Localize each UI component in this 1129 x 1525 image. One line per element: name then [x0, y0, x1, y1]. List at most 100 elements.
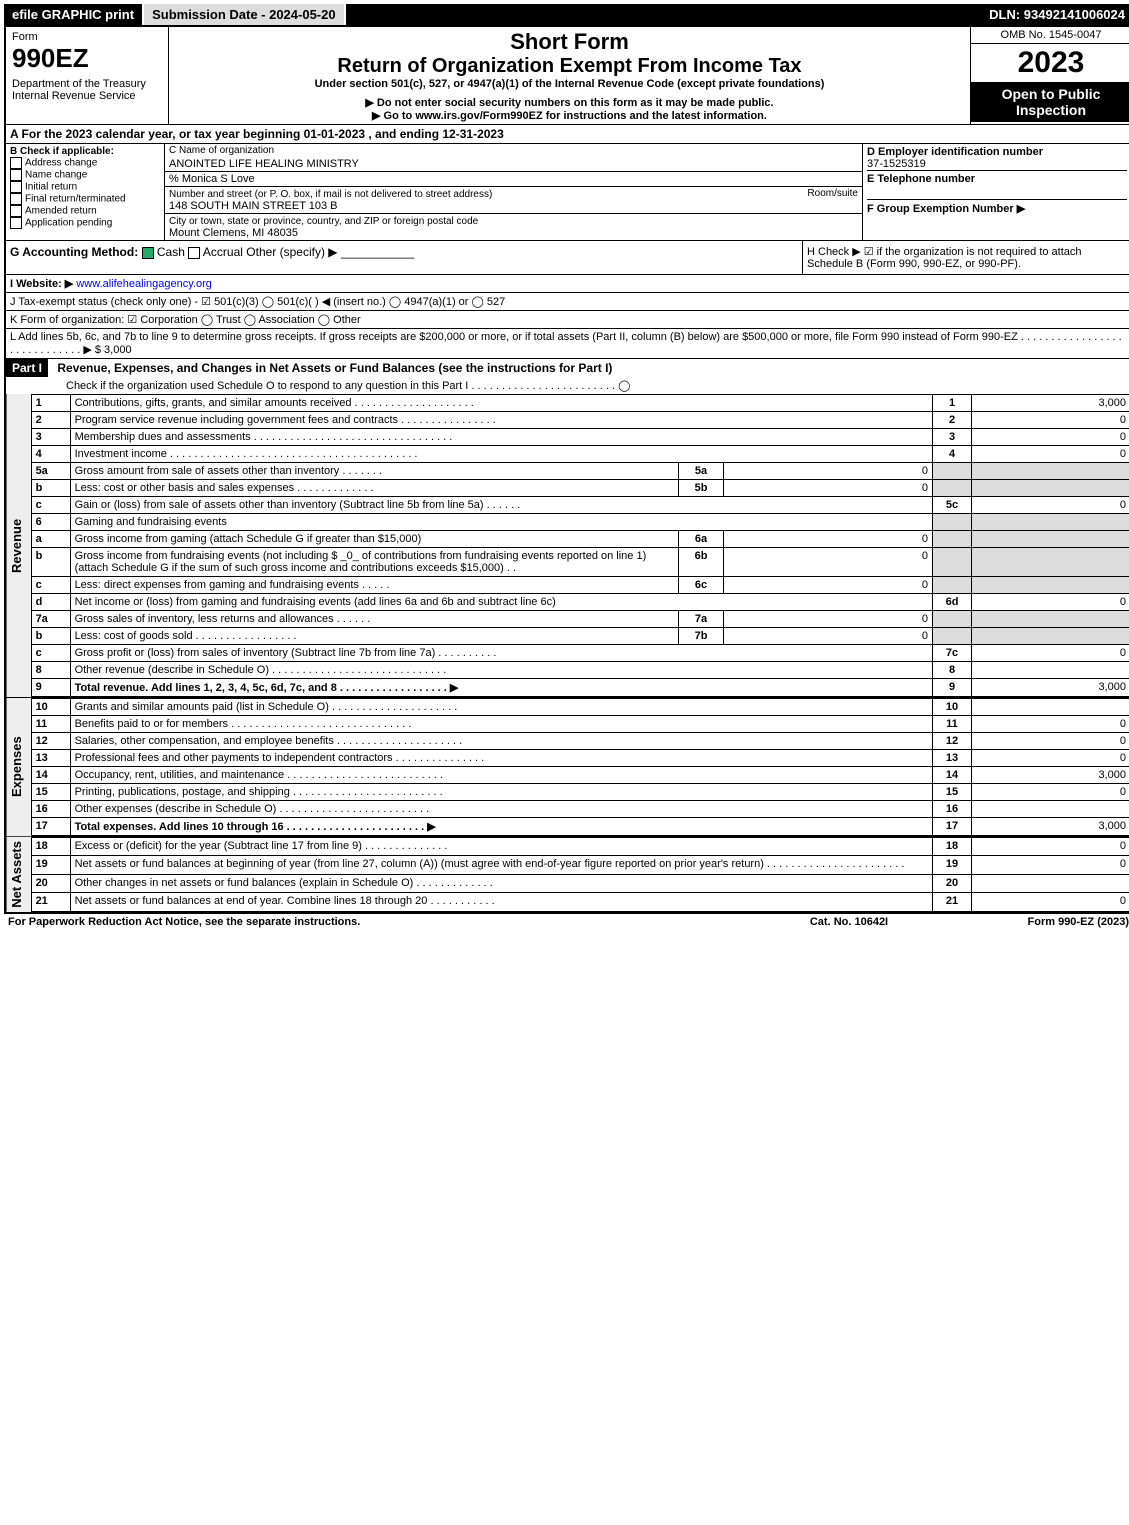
table-row: bGross income from fundraising events (n… — [31, 548, 1129, 577]
table-row: 13Professional fees and other payments t… — [31, 750, 1129, 767]
street-label: Number and street (or P. O. box, if mail… — [169, 189, 492, 200]
line-j-tax-exempt: J Tax-exempt status (check only one) - ☑… — [6, 292, 1129, 310]
chk-address-change[interactable] — [10, 157, 22, 169]
line-l-amount: $ 3,000 — [95, 344, 132, 356]
page-footer: For Paperwork Reduction Act Notice, see … — [4, 914, 1129, 930]
table-row: 9Total revenue. Add lines 1, 2, 3, 4, 5c… — [31, 679, 1129, 697]
revenue-block: Revenue 1Contributions, gifts, grants, a… — [6, 394, 1129, 697]
table-row: 12Salaries, other compensation, and empl… — [31, 733, 1129, 750]
column-c-org-info: C Name of organization ANOINTED LIFE HEA… — [165, 144, 863, 240]
org-info-row: B Check if applicable: Address change Na… — [6, 143, 1129, 240]
table-row: cLess: direct expenses from gaming and f… — [31, 577, 1129, 594]
city-label: City or town, state or province, country… — [169, 216, 478, 227]
expenses-table: 10Grants and similar amounts paid (list … — [31, 698, 1129, 836]
table-row: 20Other changes in net assets or fund ba… — [31, 874, 1129, 892]
irs-label: Internal Revenue Service — [12, 90, 162, 102]
sidebar-expenses: Expenses — [6, 698, 31, 836]
room-label: Room/suite — [807, 188, 858, 199]
footer-left: For Paperwork Reduction Act Notice, see … — [8, 916, 749, 928]
sidebar-net-assets: Net Assets — [6, 837, 31, 912]
dln-label: DLN: 93492141006024 — [981, 4, 1129, 25]
website-label: I Website: ▶ — [10, 278, 73, 290]
chk-application-pending[interactable] — [10, 217, 22, 229]
city-value: Mount Clemens, MI 48035 — [169, 227, 298, 239]
chk-name-change[interactable] — [10, 169, 22, 181]
goto-text[interactable]: ▶ Go to www.irs.gov/Form990EZ for instru… — [372, 110, 767, 122]
part1-label: Part I — [6, 359, 48, 377]
col-b-header: B Check if applicable: — [10, 146, 160, 157]
chk-cash[interactable] — [142, 247, 154, 259]
table-row: cGain or (loss) from sale of assets othe… — [31, 497, 1129, 514]
table-row: 3Membership dues and assessments . . . .… — [31, 429, 1129, 446]
efile-print-label[interactable]: efile GRAPHIC print — [4, 4, 144, 25]
ein-value: 37-1525319 — [867, 158, 1127, 170]
lbl-address-change: Address change — [25, 158, 97, 169]
section-a-tax-year: A For the 2023 calendar year, or tax yea… — [6, 124, 1129, 143]
line-l-gross-receipts: L Add lines 5b, 6c, and 7b to line 9 to … — [6, 328, 1129, 358]
table-row: 18Excess or (deficit) for the year (Subt… — [31, 838, 1129, 856]
org-name: ANOINTED LIFE HEALING MINISTRY — [165, 157, 862, 171]
dept-label: Department of the Treasury — [12, 78, 162, 90]
line-g: G Accounting Method: Cash Accrual Other … — [6, 241, 802, 274]
footer-cat-no: Cat. No. 10642I — [749, 916, 949, 928]
part1-check-line: Check if the organization used Schedule … — [6, 377, 1129, 394]
care-of: % Monica S Love — [165, 171, 862, 186]
lbl-name-change: Name change — [25, 170, 87, 181]
form-word: Form — [12, 31, 162, 43]
ssn-warning: ▶ Do not enter social security numbers o… — [175, 96, 964, 109]
table-row: 21Net assets or fund balances at end of … — [31, 893, 1129, 911]
line-k-form-org: K Form of organization: ☑ Corporation ◯ … — [6, 310, 1129, 328]
chk-amended-return[interactable] — [10, 205, 22, 217]
table-row: 19Net assets or fund balances at beginni… — [31, 856, 1129, 874]
table-row: 10Grants and similar amounts paid (list … — [31, 699, 1129, 716]
line-i-website: I Website: ▶ www.alifehealingagency.org — [6, 274, 1129, 292]
table-row: 11Benefits paid to or for members . . . … — [31, 716, 1129, 733]
line-h: H Check ▶ ☑ if the organization is not r… — [802, 241, 1129, 274]
table-row: 16Other expenses (describe in Schedule O… — [31, 801, 1129, 818]
part1-header-row: Part I Revenue, Expenses, and Changes in… — [6, 358, 1129, 394]
table-row: dNet income or (loss) from gaming and fu… — [31, 594, 1129, 611]
form-container: Form 990EZ Department of the Treasury In… — [4, 25, 1129, 914]
table-row: cGross profit or (loss) from sales of in… — [31, 645, 1129, 662]
table-row: aGross income from gaming (attach Schedu… — [31, 531, 1129, 548]
top-bar: efile GRAPHIC print Submission Date - 20… — [4, 4, 1129, 25]
omb-number: OMB No. 1545-0047 — [971, 27, 1129, 44]
line-l-text: L Add lines 5b, 6c, and 7b to line 9 to … — [10, 331, 1122, 356]
accounting-method-label: G Accounting Method: — [10, 245, 138, 259]
lbl-amended-return: Amended return — [25, 206, 97, 217]
table-row: 2Program service revenue including gover… — [31, 412, 1129, 429]
ein-label: D Employer identification number — [867, 146, 1127, 158]
table-row: 17Total expenses. Add lines 10 through 1… — [31, 818, 1129, 836]
submission-date: Submission Date - 2024-05-20 — [144, 4, 346, 25]
website-link[interactable]: www.alifehealingagency.org — [76, 278, 212, 290]
part1-title: Revenue, Expenses, and Changes in Net As… — [51, 361, 612, 375]
tax-year: 2023 — [971, 44, 1129, 82]
lbl-application-pending: Application pending — [25, 218, 112, 229]
table-row: bLess: cost or other basis and sales exp… — [31, 480, 1129, 497]
expenses-block: Expenses 10Grants and similar amounts pa… — [6, 697, 1129, 836]
street-row: Number and street (or P. O. box, if mail… — [165, 186, 862, 213]
table-row: 14Occupancy, rent, utilities, and mainte… — [31, 767, 1129, 784]
column-d-e-f: D Employer identification number 37-1525… — [863, 144, 1129, 240]
org-name-label: C Name of organization — [165, 144, 862, 157]
street-value: 148 SOUTH MAIN STREET 103 B — [169, 200, 338, 212]
table-row: 4Investment income . . . . . . . . . . .… — [31, 446, 1129, 463]
net-assets-block: Net Assets 18Excess or (deficit) for the… — [6, 836, 1129, 912]
sidebar-revenue: Revenue — [6, 394, 31, 697]
lbl-other-specify: Other (specify) ▶ — [246, 245, 337, 259]
chk-accrual[interactable] — [188, 247, 200, 259]
chk-initial-return[interactable] — [10, 181, 22, 193]
net-assets-table: 18Excess or (deficit) for the year (Subt… — [31, 837, 1129, 912]
form-title: Return of Organization Exempt From Incom… — [175, 55, 964, 78]
phone-label: E Telephone number — [867, 170, 1127, 185]
lbl-cash: Cash — [157, 245, 185, 259]
form-subtitle: Under section 501(c), 527, or 4947(a)(1)… — [175, 78, 964, 90]
table-row: 5aGross amount from sale of assets other… — [31, 463, 1129, 480]
table-row: 6Gaming and fundraising events — [31, 514, 1129, 531]
table-row: 15Printing, publications, postage, and s… — [31, 784, 1129, 801]
table-row: 8Other revenue (describe in Schedule O) … — [31, 662, 1129, 679]
form-number: 990EZ — [12, 43, 162, 74]
short-form-title: Short Form — [175, 29, 964, 55]
chk-final-return[interactable] — [10, 193, 22, 205]
goto-link-line: ▶ Go to www.irs.gov/Form990EZ for instru… — [175, 109, 964, 122]
